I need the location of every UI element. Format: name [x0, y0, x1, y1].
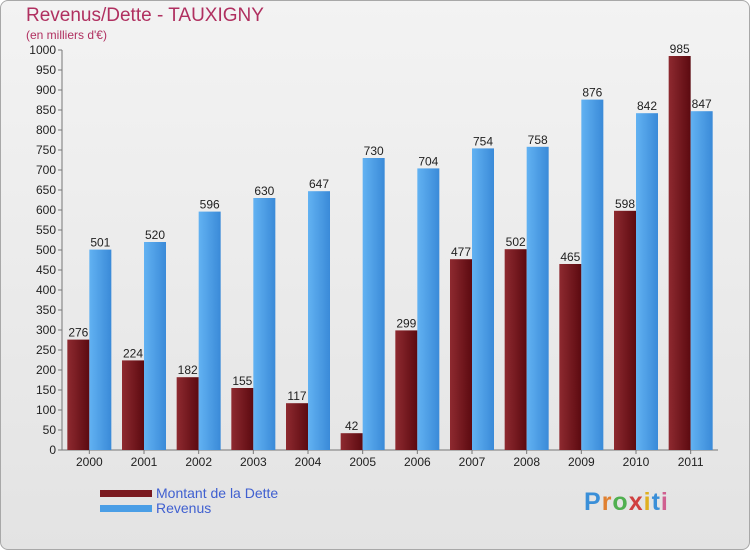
data-label: 182	[178, 363, 198, 377]
data-label: 985	[670, 42, 690, 56]
y-tick-label: 500	[36, 243, 56, 257]
bar-revenus	[690, 111, 713, 450]
x-tick-label: 2005	[349, 455, 376, 469]
data-label: 299	[396, 316, 416, 330]
data-label: 842	[637, 99, 657, 113]
x-tick-label: 2000	[76, 455, 103, 469]
y-tick-label: 900	[36, 83, 56, 97]
chart-subtitle: (en milliers d'€)	[26, 28, 107, 42]
bar-revenus	[526, 146, 549, 451]
x-tick-label: 2010	[623, 455, 650, 469]
bar-dette	[286, 403, 308, 450]
data-label: 465	[560, 250, 580, 264]
y-tick-label: 850	[36, 103, 56, 117]
bar-revenus	[253, 198, 276, 450]
bar-revenus	[417, 168, 440, 450]
data-label: 502	[506, 235, 526, 249]
y-tick-label: 350	[36, 303, 56, 317]
bar-revenus	[144, 242, 166, 450]
bar-dette	[559, 264, 582, 450]
bar-revenus	[89, 249, 112, 450]
y-tick-label: 100	[36, 403, 56, 417]
y-tick-label: 250	[36, 343, 56, 357]
data-label: 730	[364, 144, 384, 158]
legend-swatch-revenus	[100, 505, 152, 512]
bar-dette	[67, 339, 90, 450]
data-label: 477	[451, 245, 471, 259]
bar-dette	[176, 377, 199, 450]
x-tick-label: 2003	[240, 455, 267, 469]
data-label: 876	[582, 86, 602, 100]
y-tick-label: 0	[49, 443, 56, 457]
legend-swatch-dette	[100, 490, 152, 497]
x-tick-label: 2004	[295, 455, 322, 469]
y-tick-label: 550	[36, 223, 56, 237]
bar-revenus	[636, 113, 658, 450]
data-label: 501	[90, 236, 110, 250]
bar-revenus	[472, 148, 494, 450]
bar-revenus	[308, 191, 330, 450]
y-tick-label: 1000	[29, 43, 56, 57]
bar-dette	[395, 330, 418, 450]
data-label: 596	[200, 198, 220, 212]
proxiti-logo: Proxiti	[584, 488, 669, 516]
data-label: 224	[123, 346, 143, 360]
x-tick-label: 2006	[404, 455, 431, 469]
y-tick-label: 750	[36, 143, 56, 157]
chart-title: Revenus/Dette - TAUXIGNY	[26, 5, 264, 26]
legend-label-dette: Montant de la Dette	[156, 485, 279, 501]
x-tick-label: 2009	[568, 455, 595, 469]
legend-label-revenus: Revenus	[156, 500, 212, 516]
y-tick-label: 200	[36, 363, 56, 377]
x-tick-label: 2002	[185, 455, 212, 469]
y-tick-label: 700	[36, 163, 56, 177]
bar-revenus	[198, 211, 221, 450]
data-label: 117	[287, 389, 306, 403]
y-tick-label: 950	[36, 63, 56, 77]
data-label: 847	[692, 97, 712, 111]
y-tick-label: 650	[36, 183, 56, 197]
y-tick-label: 400	[36, 283, 56, 297]
y-tick-label: 50	[43, 423, 57, 437]
x-tick-label: 2011	[678, 455, 704, 469]
y-tick-label: 800	[36, 123, 56, 137]
data-label: 704	[418, 154, 438, 168]
x-tick-label: 2001	[131, 455, 158, 469]
bar-dette	[340, 433, 363, 450]
bar-revenus	[362, 158, 385, 450]
y-tick-label: 600	[36, 203, 56, 217]
data-label: 42	[345, 419, 359, 433]
data-label: 630	[254, 184, 274, 198]
bar-dette	[614, 210, 636, 450]
y-tick-label: 450	[36, 263, 56, 277]
bar-revenus	[581, 99, 604, 450]
bar-dette	[450, 259, 472, 450]
bar-dette	[231, 388, 254, 450]
x-tick-label: 2008	[513, 455, 540, 469]
bar-dette	[668, 56, 691, 450]
data-label: 647	[309, 177, 329, 191]
bar-dette	[504, 249, 527, 450]
data-label: 598	[615, 197, 635, 211]
data-label: 520	[145, 228, 165, 242]
x-tick-label: 2007	[459, 455, 486, 469]
data-label: 155	[232, 374, 252, 388]
y-tick-label: 300	[36, 323, 56, 337]
bar-dette	[122, 360, 144, 450]
data-label: 754	[473, 134, 493, 148]
data-label: 758	[528, 133, 548, 147]
data-label: 276	[68, 326, 88, 340]
y-tick-label: 150	[36, 383, 56, 397]
